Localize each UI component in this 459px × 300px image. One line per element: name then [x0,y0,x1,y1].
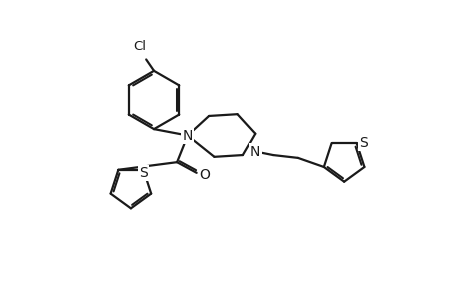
Text: Cl: Cl [133,40,146,53]
Text: S: S [139,166,147,180]
Text: N: N [250,145,260,158]
Text: S: S [358,136,367,150]
Text: N: N [182,128,192,142]
Text: O: O [199,168,209,182]
